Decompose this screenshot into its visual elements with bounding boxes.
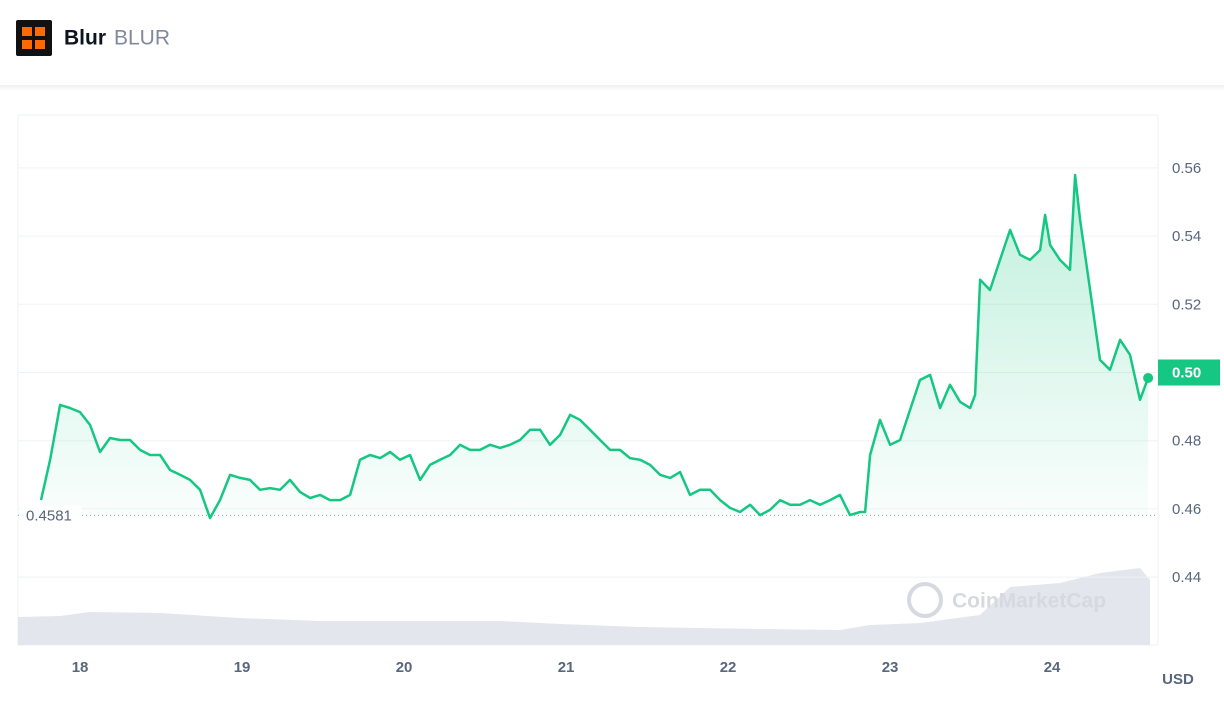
reference-label-bg: [20, 505, 82, 526]
y-unit: USD: [1162, 671, 1194, 688]
last-point: [1143, 372, 1154, 383]
price-area: [41, 175, 1149, 519]
price-tag-label: 0.50: [1172, 364, 1201, 381]
y-tick-label: 0.56: [1172, 160, 1201, 177]
header-bar: [0, 0, 1224, 85]
x-tick-label: 20: [396, 659, 413, 676]
volume-band: [18, 568, 1150, 645]
y-tick-label: 0.46: [1172, 501, 1201, 518]
y-tick-label: 0.52: [1172, 296, 1201, 313]
logo: [16, 20, 52, 56]
x-tick-label: 21: [558, 659, 575, 676]
coin-name: Blur: [64, 27, 106, 50]
x-tick-label: 23: [882, 659, 899, 676]
y-tick-label: 0.44: [1172, 569, 1201, 586]
coin-symbol: BLUR: [114, 27, 170, 50]
y-tick-label: 0.54: [1172, 228, 1201, 245]
x-tick-label: 18: [72, 659, 89, 676]
watermark: CoinMarketCap: [952, 590, 1106, 613]
y-tick-label: 0.48: [1172, 433, 1201, 450]
x-tick-label: 22: [720, 659, 737, 676]
watermark-logo: [907, 582, 943, 618]
x-tick-label: 19: [234, 659, 251, 676]
reference-label: 0.4581: [26, 507, 72, 524]
x-tick-label: 24: [1044, 659, 1061, 676]
price-tag: [1158, 359, 1220, 386]
price-line: [39, 173, 1150, 520]
header-shadow: [0, 85, 1224, 91]
